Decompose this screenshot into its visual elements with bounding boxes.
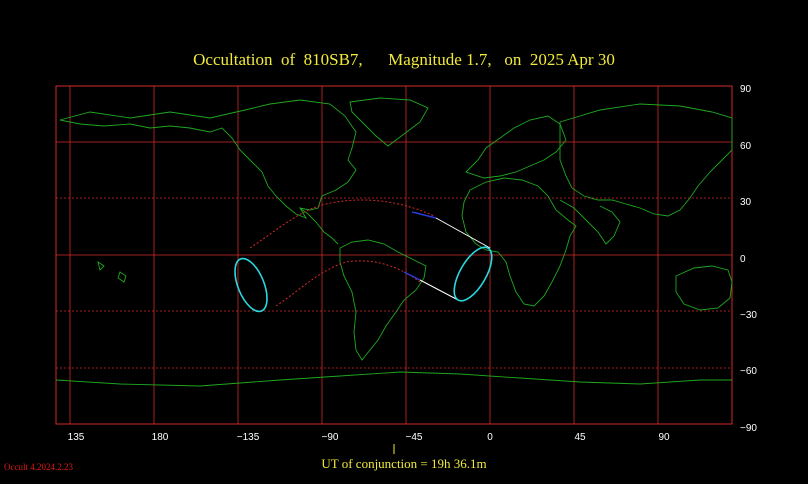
latitude-ticks: 90 60 30 0 −30 −60 −90 — [740, 84, 757, 434]
lon-tick-label: −45 — [406, 432, 423, 443]
lat-tick-label: 30 — [740, 197, 752, 208]
south-asia-outline — [559, 199, 621, 245]
asia-outline — [559, 103, 733, 217]
track-south-limit — [275, 260, 421, 307]
track-edge-north — [435, 217, 491, 249]
track-south-segment — [403, 271, 421, 281]
lat-tick-label: 0 — [740, 254, 746, 265]
africa-outline — [461, 177, 577, 307]
pacific-island-outline — [117, 271, 127, 283]
central-america-outline — [299, 207, 339, 245]
chart-title: Occultation of 810SB7, Magnitude 1.7, on… — [193, 50, 615, 69]
lat-tick-label: −90 — [740, 423, 757, 434]
track-north-segment — [411, 211, 437, 219]
lat-tick-label: 60 — [740, 141, 752, 152]
lon-tick-label: −135 — [237, 432, 260, 443]
lon-tick-label: 90 — [658, 432, 670, 443]
conjunction-label: UT of conjunction = 19h 36.1m — [321, 456, 487, 471]
lat-tick-label: −60 — [740, 366, 757, 377]
graticule — [56, 86, 732, 424]
lon-tick-label: 180 — [152, 432, 169, 443]
lon-tick-label: 0 — [487, 432, 493, 443]
lon-tick-label: −90 — [322, 432, 339, 443]
australia-outline — [675, 265, 733, 311]
lat-tick-label: 90 — [740, 84, 752, 95]
software-version: Occult 4.2024.2.23 — [4, 462, 73, 472]
longitude-ticks: 135 180 −135 −90 −45 0 45 90 — [68, 432, 670, 443]
coastlines — [55, 97, 733, 387]
lat-tick-label: −30 — [740, 310, 757, 321]
greenland-outline — [349, 97, 429, 147]
shadow-ellipse-west — [234, 257, 268, 313]
europe-outline — [465, 115, 567, 179]
pacific-island-outline — [97, 260, 105, 271]
south-america-outline — [339, 239, 427, 361]
occultation-track — [234, 199, 493, 313]
shadow-ellipse-east — [453, 246, 493, 302]
lon-tick-label: 135 — [68, 432, 85, 443]
north-america-outline — [59, 99, 357, 219]
track-north-limit — [249, 199, 435, 249]
track-edge-south — [419, 279, 459, 301]
lon-tick-label: 45 — [574, 432, 586, 443]
antarctica-outline — [55, 371, 732, 387]
